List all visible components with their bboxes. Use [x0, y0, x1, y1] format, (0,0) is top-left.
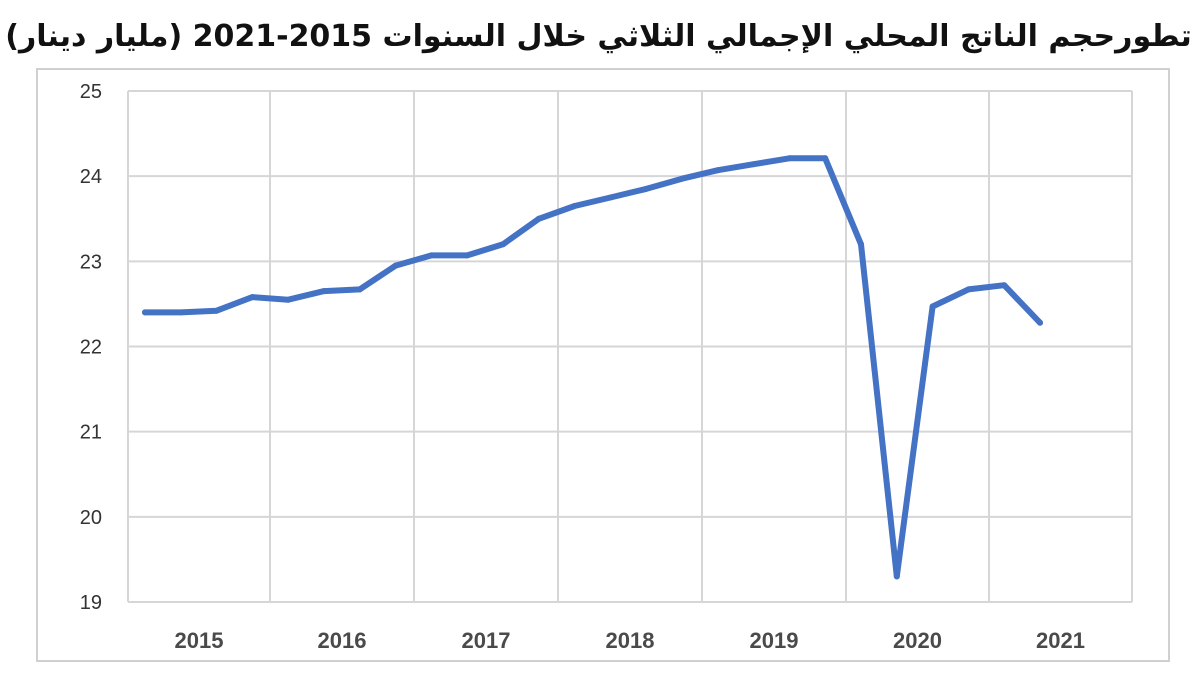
- data-point: [643, 185, 650, 192]
- data-point: [535, 215, 542, 222]
- data-point: [929, 303, 936, 310]
- data-point: [142, 309, 148, 316]
- data-point: [786, 155, 793, 162]
- x-tick-label: 2021: [1036, 628, 1085, 653]
- x-tick-label: 2020: [893, 628, 942, 653]
- data-point: [571, 203, 578, 209]
- x-tick-label: 2016: [318, 628, 367, 653]
- x-tick-label: 2018: [606, 628, 655, 653]
- data-point: [428, 252, 435, 259]
- y-axis-ticks: 19 20 21 22 23 24 25: [80, 81, 102, 614]
- data-point: [392, 262, 399, 269]
- data-point: [213, 307, 220, 314]
- data-point: [750, 161, 757, 168]
- data-point: [893, 573, 900, 580]
- data-point: [356, 286, 363, 293]
- data-point: [177, 309, 184, 316]
- y-tick-label: 20: [80, 507, 102, 529]
- data-point: [1037, 319, 1043, 326]
- y-tick-label: 19: [80, 592, 102, 614]
- series-line: [142, 155, 1043, 580]
- series-layer: [142, 155, 1043, 580]
- data-point: [1001, 282, 1008, 289]
- data-point: [500, 241, 506, 248]
- y-tick-label: 24: [80, 166, 102, 188]
- chart-title: تطورحجم الناتج المحلي الإجمالي الثلاثي خ…: [5, 19, 1192, 54]
- x-tick-label: 2019: [750, 628, 799, 653]
- y-tick-label: 25: [80, 81, 102, 103]
- x-axis-ticks: 2015 2016 2017 2018 2019 2020 2021: [175, 628, 1085, 653]
- y-tick-label: 23: [80, 251, 102, 273]
- data-point: [822, 155, 829, 162]
- chart-frame: [36, 68, 1170, 662]
- data-point: [321, 288, 327, 295]
- data-point: [858, 241, 864, 248]
- x-tick-label: 2015: [175, 628, 224, 653]
- data-point: [607, 194, 614, 201]
- y-tick-label: 22: [80, 337, 102, 359]
- grid-layer: [127, 90, 1133, 603]
- data-point: [714, 167, 721, 174]
- data-point: [965, 286, 972, 293]
- y-tick-label: 21: [80, 422, 102, 444]
- data-point: [679, 175, 685, 182]
- x-tick-label: 2017: [462, 628, 511, 653]
- data-point: [285, 296, 292, 303]
- data-point: [249, 294, 256, 301]
- data-point: [464, 252, 471, 259]
